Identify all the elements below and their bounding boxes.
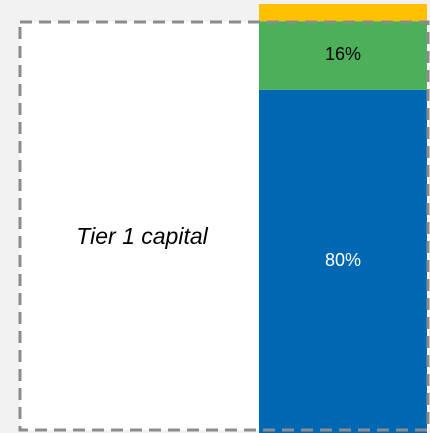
annotation-box-border [18,20,430,432]
value-label: 16% [325,44,361,64]
bar-segment [259,4,427,22]
bars: 80% 16% [259,4,427,433]
bar-segment [259,21,427,90]
bar-segment [259,89,427,433]
annotation: Tier 1 capital [76,223,208,249]
value-label: 80% [325,250,361,270]
